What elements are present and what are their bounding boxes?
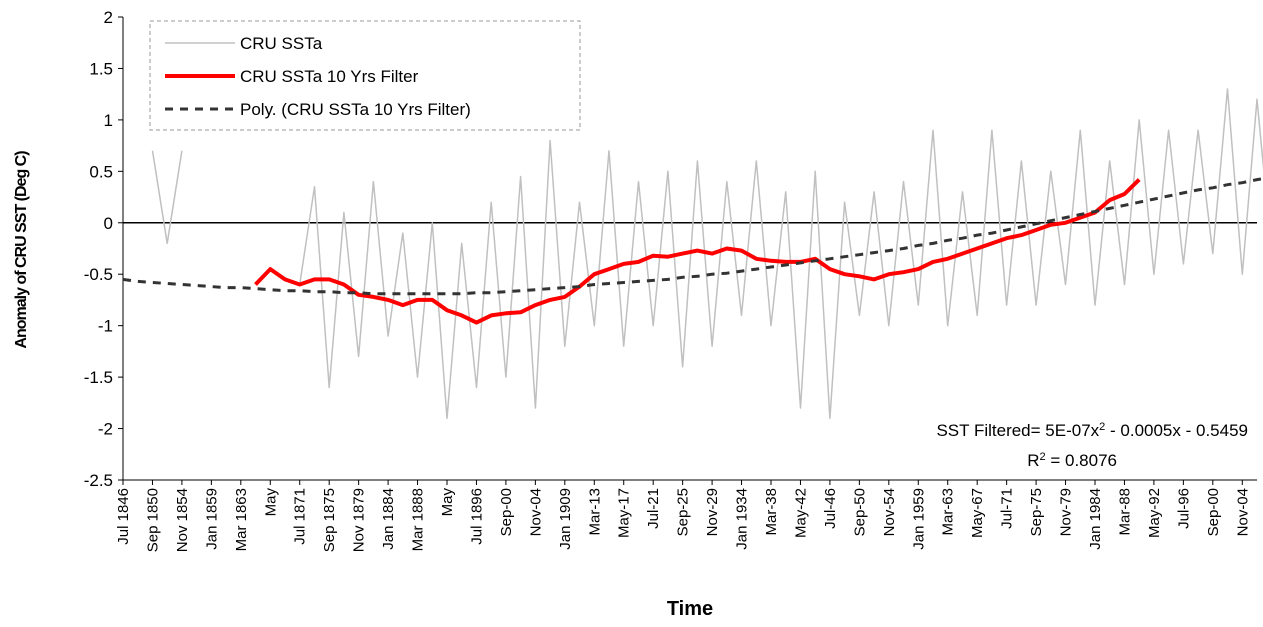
x-tick-label: Jul-71 [999, 488, 1016, 529]
y-tick-label: -2.5 [84, 471, 113, 490]
y-tick-label: 0.5 [89, 162, 113, 181]
y-tick-label: 2 [104, 8, 113, 27]
x-tick-label: Nov-79 [1058, 488, 1075, 536]
x-tick-label: Mar 1863 [233, 488, 250, 551]
legend-label: CRU SSTa 10 Yrs Filter [240, 67, 419, 86]
x-tick-label: Jul-96 [1175, 488, 1192, 529]
x-tick-label: Jan 1934 [734, 488, 751, 550]
r-squared: R2 = 0.8076 [1027, 451, 1117, 470]
series-line [151, 88, 1263, 420]
y-tick-label: 1 [104, 111, 113, 130]
equation-part: - 0.0005x - 0.5459 [1105, 421, 1248, 440]
x-tick-label: Nov-54 [881, 488, 898, 536]
x-tick-label: Jan 1884 [380, 488, 397, 550]
x-tick-label: May [439, 488, 456, 517]
x-tick-label: Mar 1888 [410, 488, 427, 551]
y-tick-label: -1 [98, 317, 113, 336]
x-tick-label: May [262, 488, 279, 517]
y-tick-label: -2 [98, 420, 113, 439]
x-tick-label: May-67 [969, 488, 986, 538]
x-tick-label: Jul-21 [645, 488, 662, 529]
x-tick-label: Jan 1984 [1087, 488, 1104, 550]
y-tick-label: -1.5 [84, 368, 113, 387]
y-tick-label: 0 [104, 214, 113, 233]
x-tick-label: Sep 1850 [144, 488, 161, 552]
x-tick-label: Sep-00 [498, 488, 515, 536]
x-tick-label: Sep-25 [675, 488, 692, 536]
y-tick-label: -0.5 [84, 265, 113, 284]
x-tick-label: Nov 1879 [351, 488, 368, 552]
y-axis-title: Anomaly of CRU SST (Deg C) [13, 151, 30, 349]
x-tick-label: Jan 1859 [203, 488, 220, 550]
x-tick-label: Sep-50 [851, 488, 868, 536]
x-tick-label: May-17 [616, 488, 633, 538]
series-line [254, 178, 1141, 325]
r-squared-part: R [1027, 451, 1039, 470]
x-tick-label: Jul 1871 [292, 488, 309, 545]
x-tick-label: Sep-00 [1205, 488, 1222, 536]
legend-label: CRU SSTa [240, 34, 323, 53]
y-tick-label: 1.5 [89, 59, 113, 78]
x-tick-label: May-42 [792, 488, 809, 538]
x-tick-label: Sep 1875 [321, 488, 338, 552]
equation-part: 2 [1099, 421, 1105, 433]
x-tick-label: Jan 1959 [910, 488, 927, 550]
equation: SST Filtered= 5E-07x2 - 0.0005x - 0.5459 [936, 421, 1248, 440]
x-tick-label: Jul 1896 [468, 488, 485, 545]
r-squared-part: = 0.8076 [1046, 451, 1117, 470]
x-tick-label: Nov-29 [704, 488, 721, 536]
x-tick-label: Mar-63 [940, 488, 957, 536]
x-axis-title: Time [667, 598, 713, 620]
series-line [122, 177, 1263, 296]
equation-part: SST Filtered= 5E-07x [936, 421, 1099, 440]
x-tick-label: Mar-13 [586, 488, 603, 536]
x-tick-label: Jul 1846 [115, 488, 132, 545]
x-tick-label: Sep-75 [1028, 488, 1045, 536]
x-tick-label: May-92 [1146, 488, 1163, 538]
x-tick-label: Mar-88 [1116, 488, 1133, 536]
x-tick-label: Nov-04 [527, 488, 544, 536]
x-tick-label: Jan 1909 [557, 488, 574, 550]
x-tick-label: Nov-04 [1234, 488, 1251, 536]
x-tick-label: Jul-46 [822, 488, 839, 529]
legend-label: Poly. (CRU SSTa 10 Yrs Filter) [240, 100, 471, 119]
x-tick-label: Mar-38 [763, 488, 780, 536]
r-squared-part: 2 [1040, 451, 1046, 463]
x-tick-label: Nov 1854 [174, 488, 191, 552]
